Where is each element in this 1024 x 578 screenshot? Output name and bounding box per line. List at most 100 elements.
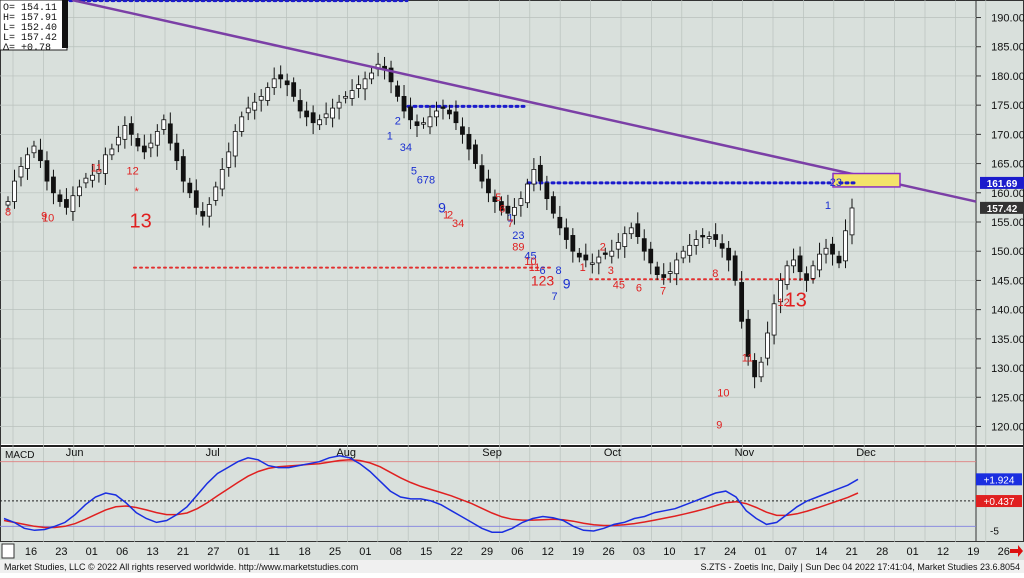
candle-body — [602, 252, 608, 255]
candle-body — [44, 160, 50, 182]
target-zone-box — [832, 172, 901, 188]
candle-body — [349, 90, 355, 99]
date-tick-label: 08 — [390, 546, 402, 558]
price-tick-label: 150.00 — [991, 246, 1024, 258]
setup-count: 8 — [556, 265, 562, 277]
candle-body — [408, 106, 413, 121]
candle-body — [206, 204, 212, 217]
candle-body — [232, 131, 238, 157]
date-axis-bg — [0, 542, 1024, 560]
candle-body — [641, 238, 647, 252]
candle-body — [167, 123, 173, 144]
candle-body — [336, 101, 342, 109]
candle-body — [693, 239, 699, 246]
candle-body — [622, 233, 628, 247]
month-label: Jul — [206, 447, 220, 459]
candle-body — [654, 266, 660, 275]
date-tick-label: 07 — [785, 546, 797, 558]
scroll-left-box-icon[interactable] — [1, 543, 15, 559]
candle-body — [31, 145, 37, 154]
candle-body — [219, 169, 225, 190]
date-tick-label: 23 — [55, 546, 67, 558]
setup-count: 9 — [41, 211, 47, 223]
candle-body — [122, 125, 128, 140]
date-tick-label: 21 — [846, 546, 858, 558]
date-tick-label: 01 — [754, 546, 766, 558]
footer-bar — [0, 560, 1024, 573]
candle-body — [77, 186, 82, 197]
candle-body — [680, 250, 686, 259]
candle-body — [317, 119, 323, 126]
setup-count: 12 — [778, 297, 790, 309]
date-tick-label: 06 — [116, 546, 128, 558]
ohlc-high: H= 157.91 — [3, 13, 57, 24]
price-tick-label: 160.00 — [991, 188, 1024, 200]
candle-body — [609, 250, 615, 257]
candle-body — [369, 72, 374, 80]
candle-body — [343, 95, 349, 99]
candle-body — [804, 273, 809, 281]
candle-body — [180, 156, 186, 182]
macd-value-box — [976, 473, 1022, 486]
setup-count: 23 — [830, 177, 842, 189]
setup-count: 10 — [524, 256, 536, 268]
setup-count: 8 — [712, 268, 718, 280]
setup-count: 10 — [42, 212, 54, 224]
setup-count: 123 — [531, 273, 555, 289]
macd-axis-bg — [976, 448, 1024, 542]
setup-count: 1 — [580, 262, 586, 274]
candle-body — [791, 259, 796, 267]
price-tick-label: 130.00 — [991, 363, 1024, 375]
candle-body — [115, 136, 121, 146]
candle-body — [38, 149, 43, 162]
price-tick-label: 125.00 — [991, 392, 1024, 404]
date-tick-label: 12 — [937, 546, 949, 558]
macd-signal-line — [3, 459, 859, 529]
candle-body — [752, 360, 758, 378]
candle-body — [330, 107, 336, 119]
date-tick-label: 01 — [86, 546, 98, 558]
candle-body — [64, 199, 69, 208]
candle-body — [362, 78, 368, 90]
candle-body — [544, 182, 550, 200]
candle-body — [518, 198, 524, 206]
candle-body — [576, 252, 582, 258]
date-tick-label: 19 — [967, 546, 979, 558]
setup-count: * — [134, 186, 139, 198]
date-tick-label: 10 — [663, 546, 675, 558]
candle-body — [836, 255, 842, 264]
setup-count: 23 — [512, 230, 524, 242]
date-tick-label: 06 — [511, 546, 523, 558]
setup-count: 45 — [524, 250, 536, 262]
candle-body — [810, 265, 816, 279]
price-label-text: 161.69 — [987, 179, 1018, 190]
candle-body — [615, 242, 621, 250]
date-tick-label: 16 — [25, 546, 37, 558]
candle-body — [427, 116, 433, 128]
candle-body — [589, 262, 595, 265]
candle-body — [200, 211, 206, 217]
setup-count: 2 — [600, 242, 606, 254]
price-axis-bg — [976, 0, 1024, 444]
setup-count: 10 — [717, 388, 729, 400]
candle-body — [661, 274, 667, 278]
scroll-right-arrow-icon[interactable] — [1010, 545, 1023, 557]
date-tick-label: 25 — [329, 546, 341, 558]
price-tick-label: 185.00 — [991, 42, 1024, 54]
candle-body — [628, 227, 634, 235]
candle-body — [83, 177, 89, 184]
candle-body — [278, 74, 284, 80]
candle-body — [239, 116, 245, 132]
candle-body — [700, 235, 706, 238]
setup-count: 11 — [529, 262, 540, 274]
date-tick-label: 28 — [876, 546, 888, 558]
date-tick-label: 01 — [906, 546, 918, 558]
month-label: Dec — [856, 447, 876, 459]
resistance-trendline — [71, 0, 977, 203]
setup-count: 13 — [785, 289, 807, 311]
candle-body — [128, 123, 134, 135]
price-label-text: 157.42 — [987, 204, 1018, 215]
date-tick-label: 01 — [238, 546, 250, 558]
macd-main-line — [3, 455, 859, 533]
